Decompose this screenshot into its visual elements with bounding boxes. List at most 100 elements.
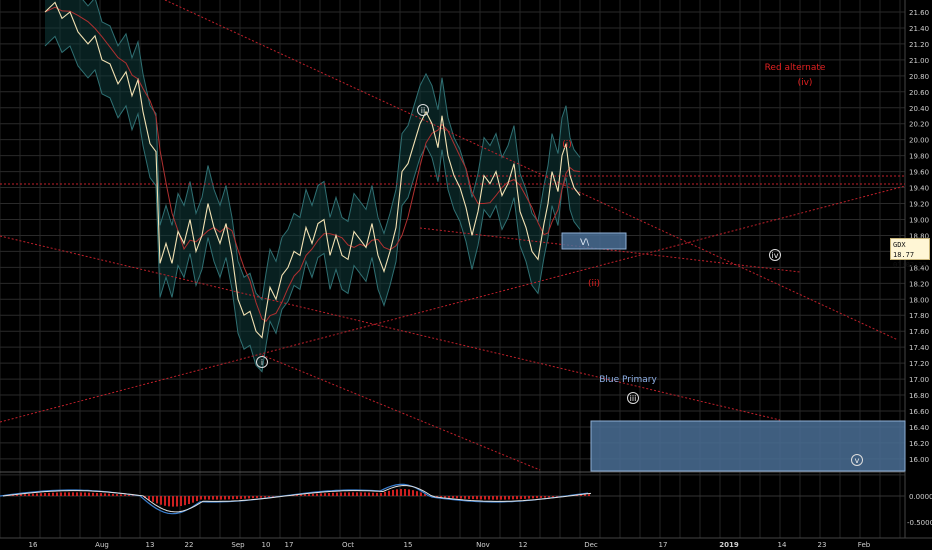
macd-histogram-bar — [52, 492, 54, 496]
price-tick-label: 17.80 — [909, 312, 929, 320]
macd-histogram-bar — [504, 496, 506, 500]
macd-histogram-bar — [256, 496, 258, 499]
price-tick-label: 17.60 — [909, 328, 929, 336]
macd-histogram-bar — [512, 496, 514, 500]
bollinger-bands — [44, 0, 581, 373]
wave-ii-label: ii — [421, 106, 425, 115]
macd-histogram-bar — [160, 496, 162, 505]
time-tick-label: Oct — [342, 541, 354, 549]
macd-histogram-bar — [376, 492, 378, 496]
macd-histogram-bar — [96, 492, 98, 496]
lower-band — [44, 35, 581, 373]
price-tick-label: 16.20 — [909, 440, 929, 448]
symbol: GDX — [893, 241, 906, 249]
macd-tick-label: -0.5000 — [907, 519, 932, 527]
macd-histogram-bar — [40, 493, 42, 496]
macd-histogram-bar — [148, 496, 150, 500]
macd-histogram-bar — [24, 494, 26, 496]
small-target-box-label: V\ — [580, 238, 590, 248]
wave-iv-label-circle — [769, 249, 781, 261]
macd-histogram-bar — [480, 496, 482, 500]
time-tick-label: 13 — [146, 541, 155, 549]
macd-histogram-bar — [312, 493, 314, 496]
macd-histogram-bar — [404, 489, 406, 496]
macd-histogram-bar — [340, 492, 342, 496]
price-tick-label: 19.80 — [909, 153, 929, 161]
macd-histogram-bar — [244, 496, 246, 499]
red-alternate-wave-label: (iv) — [798, 78, 813, 88]
macd-histogram-bar — [368, 492, 370, 496]
price-tick-label: 17.00 — [909, 376, 929, 384]
macd-histogram-bar — [328, 492, 330, 496]
macd-histogram-bar — [460, 496, 462, 499]
macd-histogram-bar — [224, 496, 226, 500]
time-tick-label: Sep — [231, 541, 245, 549]
macd-histogram-bar — [576, 495, 578, 496]
macd-histogram-bar — [516, 496, 518, 500]
macd-histogram-bar — [536, 496, 538, 499]
red-wave-ii-label: (ii) — [588, 279, 600, 289]
macd-histogram-bar — [544, 496, 546, 498]
macd-histogram-bar — [320, 493, 322, 496]
time-tick-label: 15 — [404, 541, 413, 549]
macd-histogram-bar — [448, 496, 450, 498]
macd-histogram-bar — [120, 494, 122, 496]
macd-histogram-bar — [20, 494, 22, 496]
macd-histogram-bar — [352, 492, 354, 496]
macd-histogram-bar — [436, 496, 438, 497]
macd-histogram-bar — [32, 493, 34, 496]
price-tick-label: 16.00 — [909, 456, 929, 464]
price-tick-label: 19.40 — [909, 185, 929, 193]
macd-histogram-bar — [296, 494, 298, 496]
macd-histogram-bar — [76, 492, 78, 496]
macd-histogram-bar — [300, 494, 302, 496]
macd-histogram-bar — [168, 496, 170, 507]
price-tick-label: 16.80 — [909, 392, 929, 400]
macd-histogram-bar — [360, 492, 362, 496]
time-tick-label: 10 — [262, 541, 271, 549]
price-tick-label: 20.20 — [909, 121, 929, 129]
price-tick-label: 20.40 — [909, 105, 929, 113]
macd-histogram-bar — [84, 492, 86, 496]
macd-histogram-bar — [380, 493, 382, 496]
macd-histogram-bar — [28, 493, 30, 496]
price-tick-label: 21.60 — [909, 9, 929, 17]
macd-histogram-bar — [272, 496, 274, 497]
macd-tick-label: 0.0000 — [909, 493, 932, 501]
time-axis: 16 Aug 13 22 Sep 10 17 Oct 15 Nov 12 Dec 17 2019 14 23 F… — [29, 541, 871, 549]
last-price-tag: GDX 18.77 01:02:33 — [890, 238, 930, 269]
macd-histogram-bar — [12, 495, 14, 496]
last-price: 18.77 — [893, 251, 915, 259]
wave-i-label: i — [261, 358, 263, 367]
macd-histogram-bar — [208, 496, 210, 500]
macd-histogram-bar — [36, 493, 38, 496]
trendline — [164, 0, 899, 341]
macd-histogram-bar — [44, 493, 46, 496]
macd-histogram-bar — [108, 493, 110, 496]
signal-line — [2, 484, 592, 513]
trendline — [0, 185, 906, 423]
macd-histogram-bar — [248, 496, 250, 499]
macd-histogram-bar — [192, 496, 194, 503]
price-tick-label: 21.00 — [909, 57, 929, 65]
macd-histogram-bar — [236, 496, 238, 500]
macd-histogram-bar — [212, 496, 214, 500]
price-series — [44, 1, 581, 339]
macd-histogram-bar — [464, 496, 466, 499]
macd-histogram-bar — [260, 496, 262, 498]
macd-histogram-bar — [400, 489, 402, 496]
macd-histogram-bar — [412, 490, 414, 496]
macd-histogram-bar — [252, 496, 254, 499]
wave-i-label-circle — [256, 356, 268, 368]
macd-histogram-bar — [68, 492, 70, 496]
macd-histogram-bar — [520, 496, 522, 500]
price-tick-label: 21.20 — [909, 41, 929, 49]
macd-histogram-bar — [116, 494, 118, 496]
macd-histogram-bar — [124, 494, 126, 496]
wave-iii-label: iii — [630, 394, 637, 403]
macd-histogram-bar — [220, 496, 222, 500]
macd-histogram-bar — [56, 492, 58, 496]
time-tick-label: 14 — [778, 541, 787, 549]
